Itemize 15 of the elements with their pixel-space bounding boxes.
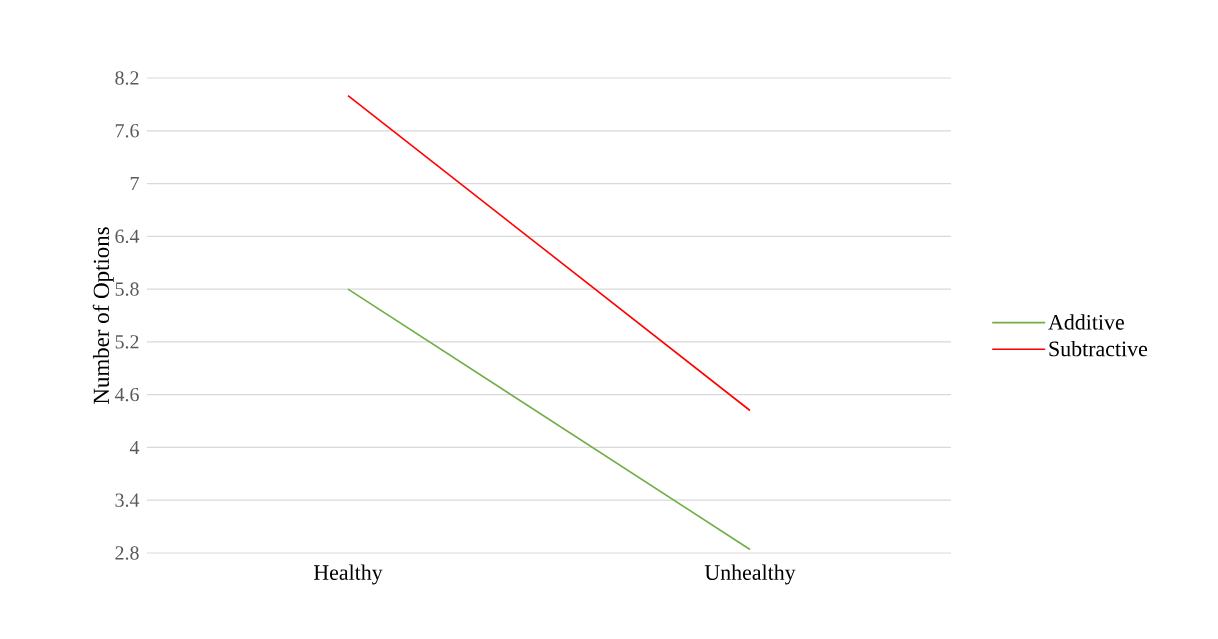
y-tick-label: 7: [130, 177, 139, 191]
y-tick-label: 3.4: [115, 493, 140, 507]
y-tick-label: 4: [129, 440, 140, 454]
y-tick-label: 2.8: [115, 546, 139, 560]
y-tick-label: 6.4: [115, 229, 140, 244]
x-tick-label: Healthy: [313, 564, 383, 585]
legend-label: Additive: [1048, 314, 1124, 330]
y-tick-label: 4.6: [114, 387, 139, 402]
y-tick-label: 5.2: [115, 335, 139, 349]
y-tick-label: 5.8: [115, 282, 139, 296]
legend-label: Subtractive: [1049, 340, 1148, 357]
x-tick-label: Unhealthy: [704, 564, 796, 585]
y-tick-label: 7.6: [115, 124, 139, 138]
y-axis-title: Number of Options: [92, 227, 114, 404]
y-tick-label: 8.2: [115, 71, 139, 85]
